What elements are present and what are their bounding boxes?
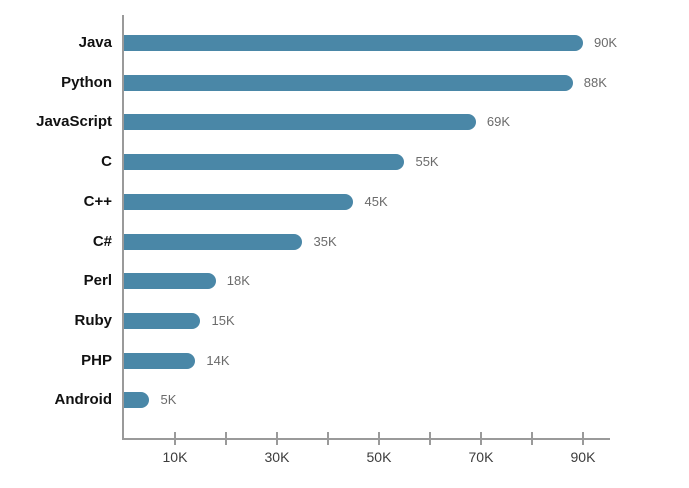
x-axis-tick: [377, 432, 380, 445]
value-label: 88K: [583, 74, 607, 90]
x-axis-tick-label: 30K: [264, 449, 290, 465]
x-axis-tick: [530, 432, 533, 445]
bar-java: [124, 35, 583, 51]
y-axis-line: [122, 15, 124, 440]
category-label: Python: [61, 73, 112, 91]
value-label: 15K: [211, 313, 235, 329]
x-axis-tick: [224, 432, 227, 445]
x-axis-tick-label: 90K: [570, 449, 596, 465]
category-label: JavaScript: [36, 113, 112, 131]
bar-c: [124, 154, 405, 171]
category-label: PHP: [81, 351, 112, 369]
category-label: Perl: [83, 272, 112, 290]
x-axis-tick: [479, 432, 482, 445]
category-label: C#: [92, 232, 112, 250]
x-axis-tick-label: 50K: [366, 449, 392, 465]
value-label: 69K: [486, 114, 511, 130]
value-label: 35K: [313, 233, 337, 249]
bar-php: [124, 352, 196, 369]
category-label: C: [101, 153, 112, 171]
x-axis-tick: [275, 432, 278, 445]
value-label: 5K: [160, 392, 177, 408]
value-label: 18K: [226, 273, 250, 289]
x-axis-tick: [326, 432, 329, 445]
value-label: 90K: [593, 35, 618, 50]
value-label: 55K: [415, 154, 439, 170]
category-label: Android: [54, 391, 113, 409]
bar-perl: [124, 273, 216, 290]
value-label: 45K: [364, 193, 388, 209]
x-axis-tick-label: 10K: [162, 449, 188, 465]
bar-c: [124, 233, 303, 250]
category-label: C++: [83, 192, 112, 210]
bar-javascript: [124, 114, 476, 131]
x-axis-tick: [173, 432, 176, 445]
x-axis-tick-label: 70K: [468, 449, 494, 465]
bar-python: [124, 74, 573, 91]
bar-c: [124, 193, 354, 210]
x-axis-tick: [428, 432, 431, 445]
value-label: 14K: [206, 352, 230, 368]
category-label: Ruby: [74, 312, 113, 330]
x-axis-line: [122, 438, 610, 440]
bar-ruby: [124, 313, 201, 330]
bar-android: [124, 392, 150, 409]
x-axis-tick: [581, 432, 584, 445]
category-label: Java: [78, 34, 112, 51]
